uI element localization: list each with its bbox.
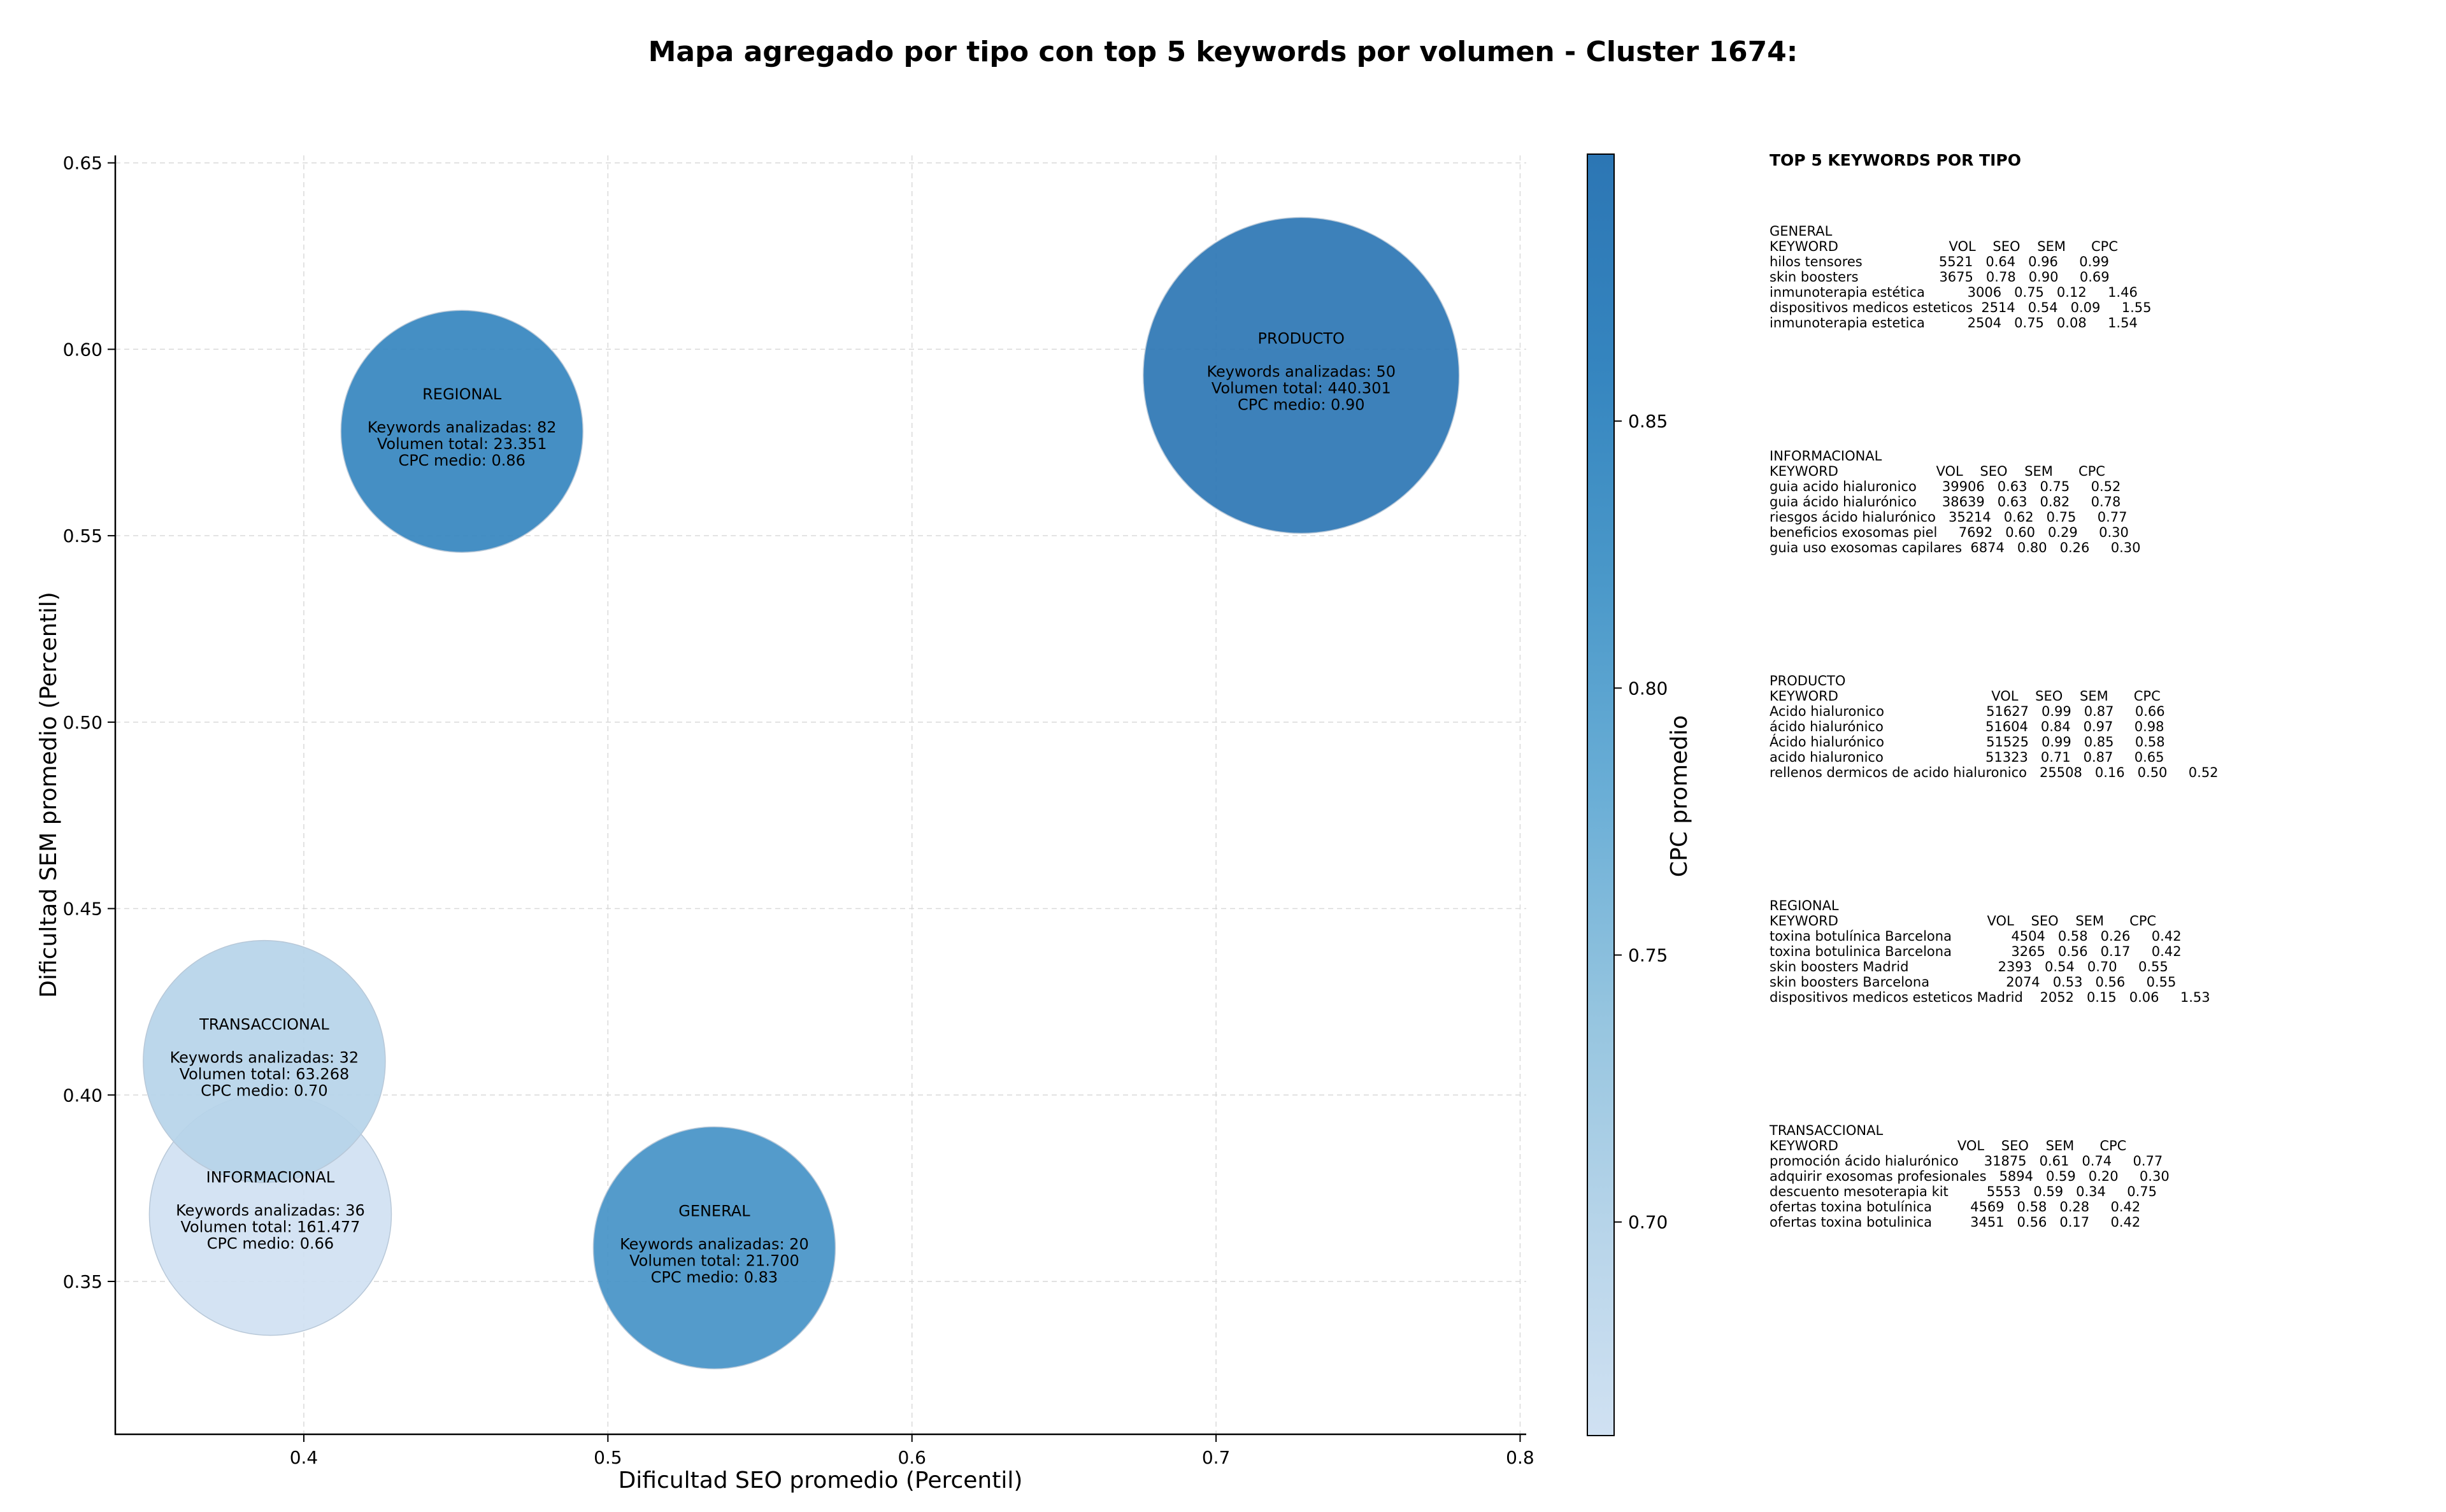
keyword-table-header-row: KEYWORD VOL SEO SEM CPC	[1770, 913, 2156, 929]
bubble-keywords-label: Keywords analizadas: 32	[170, 1049, 359, 1067]
colorbar-ticks: 0.70 0.75 0.80 0.85	[1614, 411, 1668, 1233]
keyword-table-row: descuento mesoterapia kit 5553 0.59 0.34…	[1770, 1184, 2157, 1199]
bubble-cpc-label: CPC medio: 0.70	[201, 1082, 328, 1100]
bubbles	[143, 217, 1460, 1370]
y-axis-label: Dificultad SEM promedio (Percentil)	[36, 592, 62, 998]
keyword-table-row: skin boosters 3675 0.78 0.90 0.69	[1770, 269, 2110, 285]
y-tick-label: 0.45	[63, 899, 103, 920]
side-panel-title: TOP 5 KEYWORDS POR TIPO	[1770, 151, 2021, 169]
bubble-type-label: GENERAL	[678, 1202, 750, 1220]
colorbar-tick-label: 0.85	[1628, 411, 1668, 432]
keyword-table-row: dispositivos medicos esteticos Madrid 20…	[1770, 990, 2210, 1005]
keyword-table-row: adquirir exosomas profesionales 5894 0.5…	[1770, 1169, 2170, 1184]
bubble-type-label: TRANSACCIONAL	[199, 1016, 329, 1034]
keyword-table-row: inmunoterapia estética 3006 0.75 0.12 1.…	[1770, 285, 2138, 300]
x-tick-label: 0.8	[1506, 1447, 1534, 1468]
bubble-volume-label: Volumen total: 63.268	[180, 1066, 350, 1083]
bubble-regional	[340, 310, 583, 553]
keyword-table-row: guia uso exosomas capilares 6874 0.80 0.…	[1770, 540, 2141, 555]
x-tick-label: 0.5	[594, 1447, 622, 1468]
keyword-table-row: skin boosters Barcelona 2074 0.53 0.56 0…	[1770, 974, 2176, 990]
keyword-table-row: Ácido hialurónico 51525 0.99 0.85 0.58	[1770, 734, 2165, 750]
bubble-cpc-label: CPC medio: 0.86	[398, 452, 526, 469]
keyword-table-heading: PRODUCTO	[1770, 673, 1845, 688]
x-tick-label: 0.6	[898, 1447, 926, 1468]
keyword-table-header-row: KEYWORD VOL SEO SEM CPC	[1770, 1138, 2126, 1153]
y-tick-label: 0.60	[63, 339, 103, 360]
y-tick-label: 0.40	[63, 1085, 103, 1106]
y-tick-label: 0.35	[63, 1271, 103, 1292]
keyword-table-row: acido hialuronico 51323 0.71 0.87 0.65	[1770, 750, 2164, 765]
keyword-table-row: toxina botulinica Barcelona 3265 0.56 0.…	[1770, 944, 2182, 959]
bubble-volume-label: Volumen total: 21.700	[629, 1252, 799, 1269]
y-tick-label: 0.55	[63, 525, 103, 546]
keyword-table-header-row: KEYWORD VOL SEO SEM CPC	[1770, 239, 2118, 254]
keyword-table-row: skin boosters Madrid 2393 0.54 0.70 0.55	[1770, 959, 2168, 974]
bubble-keywords-label: Keywords analizadas: 50	[1206, 362, 1396, 380]
colorbar	[1587, 153, 1615, 1436]
bubble-cpc-label: CPC medio: 0.66	[207, 1235, 334, 1253]
keyword-table-row: ácido hialurónico 51604 0.84 0.97 0.98	[1770, 719, 2164, 734]
bubble-volume-label: Volumen total: 440.301	[1212, 379, 1391, 397]
keyword-table-heading: GENERAL	[1770, 224, 1833, 239]
keyword-table-row: ofertas toxina botulinica 3451 0.56 0.17…	[1770, 1215, 2140, 1230]
keyword-table-heading: REGIONAL	[1770, 898, 1839, 913]
y-tick-label: 0.65	[63, 153, 103, 174]
bubble-volume-label: Volumen total: 161.477	[180, 1218, 360, 1236]
bubble-keywords-label: Keywords analizadas: 82	[368, 418, 557, 436]
keyword-table-row: guia acido hialuronico 39906 0.63 0.75 0…	[1770, 479, 2121, 494]
keyword-table-heading: TRANSACCIONAL	[1769, 1123, 1883, 1138]
x-axis-ticks: 0.4 0.5 0.6 0.7 0.8	[290, 1434, 1534, 1468]
bubble-type-label: PRODUCTO	[1258, 329, 1345, 347]
keyword-table-row: promoción ácido hialurónico 31875 0.61 0…	[1770, 1153, 2163, 1169]
keyword-table-row: toxina botulínica Barcelona 4504 0.58 0.…	[1770, 929, 2182, 944]
colorbar-tick-label: 0.75	[1628, 945, 1668, 966]
bubble-cpc-label: CPC medio: 0.83	[651, 1268, 778, 1286]
bubble-keywords-label: Keywords analizadas: 36	[176, 1202, 365, 1220]
x-tick-label: 0.7	[1202, 1447, 1231, 1468]
x-tick-label: 0.4	[290, 1447, 318, 1468]
bubble-cpc-label: CPC medio: 0.90	[1238, 396, 1365, 413]
keyword-table-row: riesgos ácido hialurónico 35214 0.62 0.7…	[1770, 510, 2127, 525]
keyword-table-row: Acido hialuronico 51627 0.99 0.87 0.66	[1770, 704, 2165, 719]
bubble-keywords-label: Keywords analizadas: 20	[620, 1235, 809, 1253]
keyword-table-row: guia ácido hialurónico 38639 0.63 0.82 0…	[1770, 494, 2121, 510]
keyword-table-heading: INFORMACIONAL	[1770, 448, 1882, 464]
y-tick-label: 0.50	[63, 712, 103, 733]
chart-title: Mapa agregado por tipo con top 5 keyword…	[648, 36, 1798, 68]
colorbar-tick-label: 0.80	[1628, 678, 1668, 699]
bubble-type-label: INFORMACIONAL	[206, 1169, 335, 1187]
keyword-table-row: rellenos dermicos de acido hialuronico 2…	[1770, 765, 2219, 780]
bubble-transaccional	[143, 939, 386, 1183]
keyword-table-row: ofertas toxina botulínica 4569 0.58 0.28…	[1770, 1199, 2140, 1215]
bubble-general	[592, 1126, 836, 1370]
keyword-table-header-row: KEYWORD VOL SEO SEM CPC	[1770, 464, 2105, 479]
keyword-table-row: dispositivos medicos esteticos 2514 0.54…	[1770, 300, 2151, 315]
bubble-volume-label: Volumen total: 23.351	[377, 435, 547, 453]
bubble-producto	[1142, 217, 1460, 534]
keyword-table-row: inmunoterapia estetica 2504 0.75 0.08 1.…	[1770, 315, 2138, 331]
bubble-type-label: REGIONAL	[422, 385, 502, 403]
colorbar-tick-label: 0.70	[1628, 1212, 1668, 1233]
keyword-table-row: beneficios exosomas piel 7692 0.60 0.29 …	[1770, 525, 2129, 540]
plot-axes	[114, 155, 1526, 1436]
colorbar-label: CPC promedio	[1666, 715, 1692, 877]
keyword-table-header-row: KEYWORD VOL SEO SEM CPC	[1770, 688, 2161, 704]
y-axis-ticks: 0.35 0.40 0.45 0.50 0.55 0.60 0.65	[63, 153, 115, 1292]
x-axis-label: Dificultad SEO promedio (Percentil)	[619, 1467, 1023, 1494]
keyword-table-row: hilos tensores 5521 0.64 0.96 0.99	[1770, 254, 2109, 269]
